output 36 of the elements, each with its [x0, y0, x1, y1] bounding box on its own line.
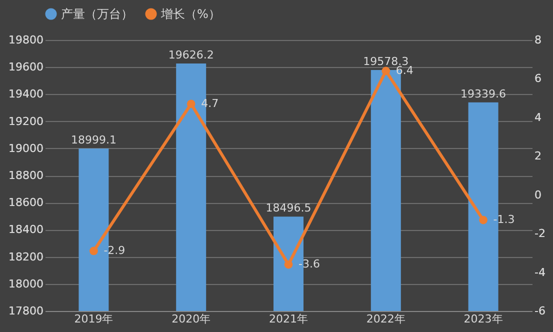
point — [90, 246, 98, 256]
y-tick-label: 18800 — [8, 169, 44, 182]
y2-tick-label: -6 — [534, 304, 546, 318]
data-label: 19339.6 — [460, 87, 506, 100]
point — [186, 100, 196, 108]
y-tick-label: 19000 — [8, 142, 44, 155]
x-tick-label: 2023年 — [464, 312, 503, 326]
y-tick-label: 17800 — [8, 304, 44, 318]
legend-label: 增长（%） — [160, 7, 220, 21]
x-tick-label: 2020年 — [172, 312, 211, 326]
y2-tick-label: -2 — [534, 227, 546, 240]
y2-tick-label: 6 — [534, 72, 542, 86]
y-tick-label: 19200 — [8, 114, 44, 128]
y-tick-label: 19400 — [8, 88, 44, 101]
x-tick-label: 2021年 — [269, 312, 308, 326]
y-tick-label: 18200 — [8, 250, 44, 264]
x-tick-label: 2019年 — [74, 312, 114, 326]
data-label: 6.4 — [396, 64, 414, 77]
data-label: 19626.2 — [168, 48, 214, 62]
y2-tick-label: 0 — [534, 188, 542, 202]
y-tick-label: 18400 — [8, 223, 44, 236]
y-tick-label: 19800 — [8, 34, 44, 46]
y-tick-label: 18600 — [8, 196, 44, 210]
data-label: 18999.1 — [70, 134, 116, 147]
point — [284, 260, 293, 269]
y2-tick-label: 8 — [534, 34, 542, 46]
data-label: 18496.5 — [266, 202, 312, 215]
point — [382, 66, 390, 76]
legend-label: 产量（万台） — [61, 7, 133, 21]
y2-tick-label: -4 — [534, 266, 546, 279]
x-tick-label: 2022年 — [366, 312, 406, 326]
y2-tick-label: 2 — [534, 150, 542, 163]
y-tick-label: 18000 — [8, 277, 44, 290]
y-tick-label: 19600 — [8, 60, 44, 74]
point — [479, 216, 488, 224]
y2-tick-label: 4 — [534, 110, 542, 124]
